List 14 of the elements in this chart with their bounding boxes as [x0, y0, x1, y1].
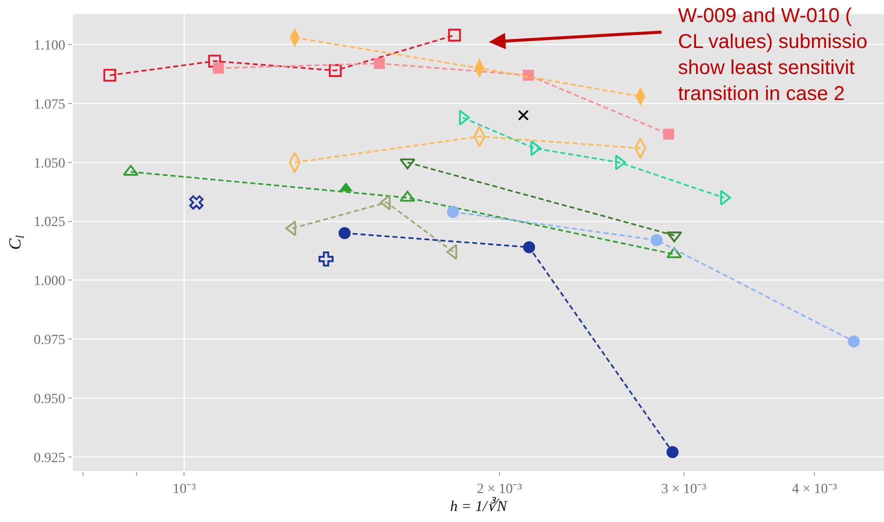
x-axis-title: h = 1/∛N: [450, 496, 508, 515]
y-tick-label: 0.925: [34, 450, 66, 466]
y-tick-label: 0.975: [34, 332, 66, 348]
y-tick-label: 1.025: [34, 215, 66, 230]
x-tick-label: 10⁻³: [172, 482, 196, 497]
y-tick-label: 0.950: [34, 392, 66, 407]
annotation: W-009 and W-010 ( CL values) submissio show least sensitivit transition in case 2: [678, 5, 868, 105]
y-tick-label: 1.000: [34, 274, 66, 290]
x-tick-label: 2 × 10⁻³: [476, 482, 522, 497]
y-tick-label: 1.100: [34, 38, 66, 54]
x-tick-label: 4 × 10⁻³: [792, 482, 838, 497]
x-tick-label: 3 × 10⁻³: [661, 482, 706, 497]
y-tick-label: 1.075: [34, 97, 66, 112]
y-tick-label: 1.050: [34, 156, 66, 172]
